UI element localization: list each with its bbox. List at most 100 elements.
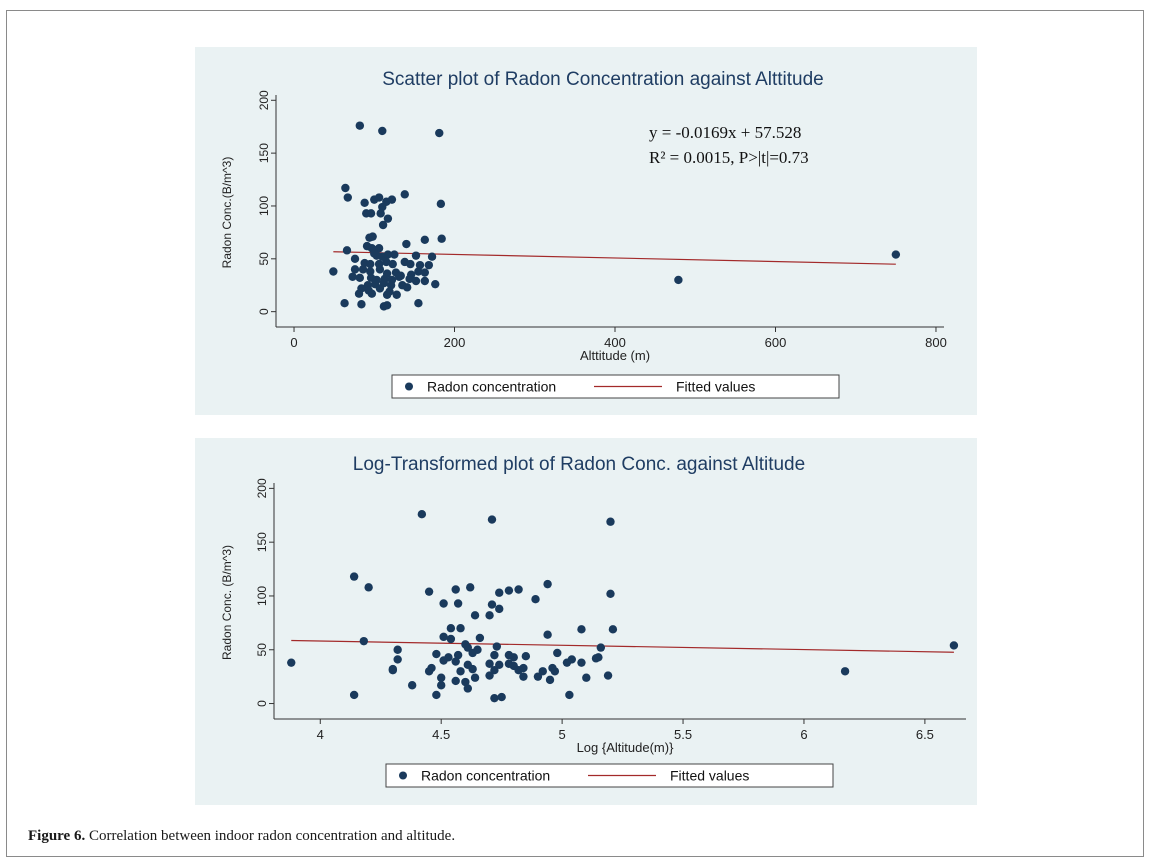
data-point (436, 199, 446, 209)
data-point (378, 202, 387, 212)
figure-caption: Figure 6. Correlation between indoor rad… (28, 828, 455, 845)
chart-svg-log-altitude: Log-Transformed plot of Radon Conc. agai… (220, 454, 966, 788)
data-point (451, 585, 460, 594)
data-point (364, 583, 373, 592)
data-point (402, 283, 412, 292)
scatter-plot-log-altitude: Log-Transformed plot of Radon Conc. agai… (195, 438, 977, 805)
data-point (949, 641, 959, 650)
data-point (470, 673, 480, 682)
x-tick-label: 600 (765, 335, 787, 350)
data-point (487, 600, 497, 609)
data-point (394, 272, 404, 281)
x-axis-label: Alttitude (m) (580, 348, 650, 363)
data-point (545, 675, 555, 685)
data-point (606, 589, 615, 599)
data-point (497, 692, 506, 702)
data-point (514, 585, 523, 594)
data-point (393, 645, 402, 654)
data-point (538, 667, 547, 676)
data-point (386, 281, 396, 290)
data-point (461, 677, 470, 687)
data-point (456, 624, 465, 633)
data-point (366, 209, 376, 218)
legend-label-radon: Radon concentration (421, 768, 550, 784)
legend-label-radon: Radon concentration (427, 379, 556, 395)
data-point (375, 265, 385, 274)
data-point (594, 653, 603, 662)
data-point (367, 289, 377, 298)
data-point (340, 299, 349, 308)
data-point (519, 672, 528, 681)
data-point (407, 681, 417, 690)
x-tick-label: 5.5 (674, 727, 692, 742)
data-point (446, 624, 456, 633)
y-tick-label: 200 (255, 478, 269, 498)
data-point (468, 648, 477, 658)
data-point (504, 586, 514, 595)
data-point (383, 214, 393, 223)
y-tick-label: 150 (257, 143, 271, 163)
y-tick-label: 0 (257, 308, 271, 315)
data-point (495, 604, 504, 614)
data-point (350, 265, 360, 274)
data-point (446, 634, 456, 644)
data-point (357, 300, 366, 309)
data-point (348, 272, 357, 281)
data-point (424, 587, 434, 596)
data-point (577, 658, 586, 667)
data-point (341, 183, 350, 193)
data-point (577, 625, 586, 634)
data-point (466, 583, 475, 592)
y-tick-label: 50 (257, 252, 271, 266)
data-point (427, 663, 436, 673)
data-point (495, 660, 504, 670)
y-tick-label: 50 (255, 643, 269, 657)
data-point (355, 273, 365, 283)
y-tick-label: 200 (257, 90, 271, 110)
data-point (596, 643, 606, 652)
x-tick-label: 6.5 (916, 727, 934, 742)
data-point (582, 673, 591, 682)
data-point (382, 301, 392, 310)
data-point (354, 289, 364, 298)
x-tick-label: 0 (290, 335, 297, 350)
fitted-line (291, 639, 954, 653)
data-point (603, 671, 613, 680)
data-point (439, 599, 448, 608)
data-point (565, 690, 574, 700)
data-point (372, 251, 381, 260)
x-tick-label: 400 (604, 335, 626, 350)
data-point (374, 193, 384, 202)
data-point (487, 515, 497, 524)
x-tick-label: 200 (444, 335, 466, 350)
data-point (382, 290, 392, 299)
data-point (606, 517, 615, 526)
data-point (382, 257, 391, 267)
data-point (495, 588, 504, 597)
data-point (439, 656, 448, 665)
data-point (435, 128, 444, 138)
data-point (891, 250, 901, 259)
data-point (468, 664, 477, 674)
x-tick-label: 5 (559, 727, 566, 742)
data-point (461, 640, 470, 649)
data-point (378, 220, 388, 230)
data-point (553, 648, 562, 658)
data-point (359, 636, 369, 646)
data-point (287, 658, 296, 667)
y-axis-label: Radon Conc.(B/m^3) (220, 157, 234, 269)
data-point (470, 611, 480, 620)
data-point (608, 625, 618, 634)
data-point (350, 254, 360, 264)
data-point (414, 267, 423, 276)
data-point (490, 693, 499, 703)
data-point (417, 509, 427, 519)
data-point (342, 246, 352, 255)
legend-point-marker (405, 382, 413, 391)
data-point (405, 274, 414, 284)
data-point (392, 290, 401, 299)
data-point (453, 599, 463, 608)
data-point (415, 260, 425, 270)
data-point (439, 632, 448, 642)
x-axis-label: Log {Altitude(m)} (577, 740, 674, 755)
